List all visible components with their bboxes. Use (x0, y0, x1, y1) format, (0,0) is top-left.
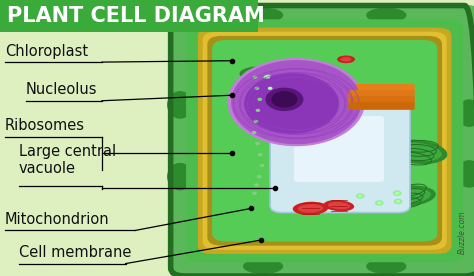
Ellipse shape (266, 86, 274, 91)
Ellipse shape (394, 199, 402, 204)
Text: Cell membrane: Cell membrane (19, 245, 131, 260)
Ellipse shape (341, 57, 351, 62)
Ellipse shape (265, 76, 270, 79)
Ellipse shape (384, 188, 431, 204)
FancyBboxPatch shape (294, 116, 384, 182)
Ellipse shape (298, 204, 323, 213)
FancyBboxPatch shape (170, 5, 474, 276)
Ellipse shape (456, 160, 474, 188)
Ellipse shape (255, 142, 260, 145)
Text: Mitochondrion: Mitochondrion (5, 212, 109, 227)
Ellipse shape (244, 68, 283, 81)
Ellipse shape (366, 8, 406, 23)
Ellipse shape (258, 153, 263, 156)
FancyBboxPatch shape (198, 28, 451, 254)
Ellipse shape (356, 193, 365, 199)
FancyBboxPatch shape (207, 36, 442, 246)
Ellipse shape (265, 88, 303, 111)
Ellipse shape (392, 142, 442, 161)
Ellipse shape (244, 73, 339, 134)
Ellipse shape (377, 201, 382, 205)
Ellipse shape (231, 60, 361, 144)
Ellipse shape (324, 200, 354, 211)
FancyBboxPatch shape (348, 90, 415, 98)
Ellipse shape (396, 200, 401, 203)
Bar (0, 0, 258, 32)
Ellipse shape (167, 163, 193, 190)
Text: Buzzle.com: Buzzle.com (458, 210, 467, 254)
Ellipse shape (395, 192, 400, 195)
Ellipse shape (239, 66, 287, 83)
Ellipse shape (375, 200, 383, 206)
Ellipse shape (380, 185, 436, 206)
Ellipse shape (253, 76, 257, 79)
Ellipse shape (339, 203, 344, 206)
FancyBboxPatch shape (348, 102, 415, 110)
FancyBboxPatch shape (202, 32, 447, 250)
Ellipse shape (254, 120, 258, 123)
Ellipse shape (264, 75, 272, 80)
FancyBboxPatch shape (270, 97, 410, 213)
FancyBboxPatch shape (348, 96, 415, 104)
Text: Large central
vacuole: Large central vacuole (19, 144, 116, 176)
Text: Nucleolus: Nucleolus (26, 82, 98, 97)
Ellipse shape (254, 183, 259, 187)
Ellipse shape (228, 58, 365, 146)
Text: Chloroplast: Chloroplast (5, 44, 88, 59)
Ellipse shape (243, 8, 283, 23)
Ellipse shape (358, 194, 363, 198)
Ellipse shape (167, 91, 193, 119)
Ellipse shape (293, 202, 328, 215)
Ellipse shape (257, 98, 262, 101)
Ellipse shape (456, 99, 474, 127)
Ellipse shape (260, 164, 264, 167)
FancyBboxPatch shape (212, 40, 437, 242)
Ellipse shape (252, 131, 256, 134)
Ellipse shape (243, 259, 283, 274)
Ellipse shape (271, 91, 298, 108)
Ellipse shape (387, 140, 447, 164)
Ellipse shape (252, 192, 257, 195)
Text: PLANT CELL DIAGRAM: PLANT CELL DIAGRAM (7, 6, 265, 26)
Ellipse shape (337, 201, 346, 207)
Ellipse shape (257, 175, 262, 178)
Ellipse shape (393, 190, 401, 196)
Ellipse shape (270, 97, 278, 102)
Text: Ribosomes: Ribosomes (5, 118, 85, 133)
FancyBboxPatch shape (348, 84, 415, 92)
Ellipse shape (366, 259, 406, 274)
Ellipse shape (337, 55, 355, 63)
FancyBboxPatch shape (186, 19, 464, 262)
Ellipse shape (268, 87, 273, 90)
Ellipse shape (255, 109, 260, 112)
Ellipse shape (255, 87, 259, 90)
Ellipse shape (328, 202, 350, 209)
Ellipse shape (272, 98, 276, 101)
